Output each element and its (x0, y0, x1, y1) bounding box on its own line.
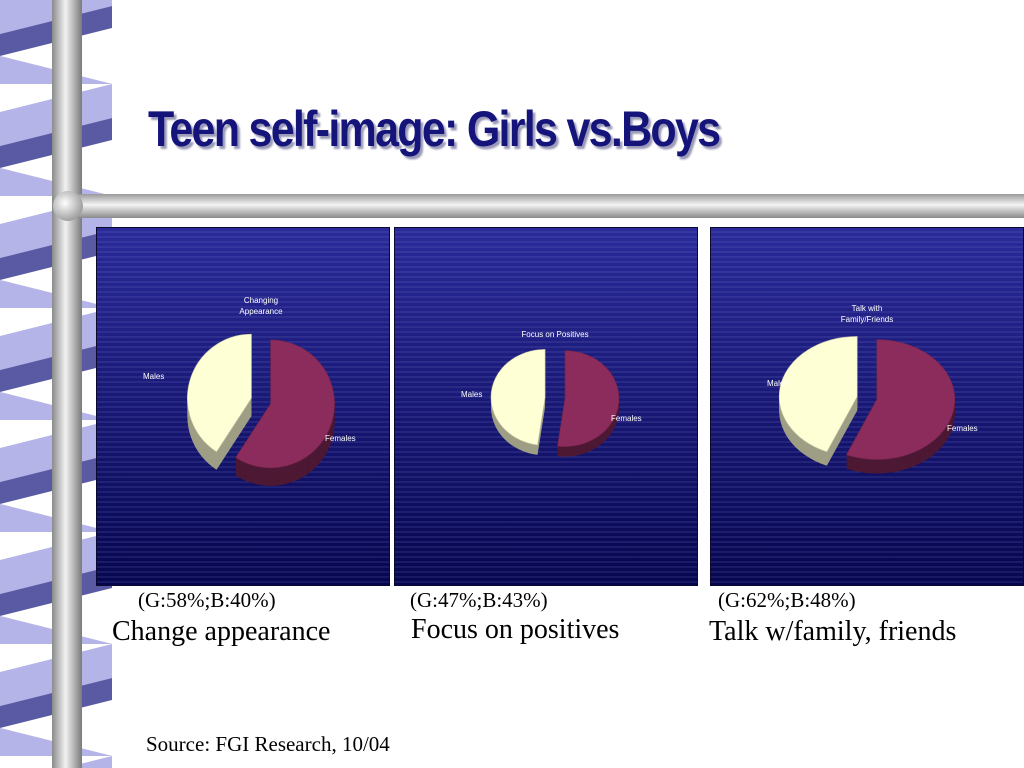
slice-label-females: Females (947, 424, 978, 433)
slice-label-females: Females (325, 434, 356, 443)
caption-focus-on-positives: Focus on positives (411, 614, 620, 645)
chart-title-line: Focus on Positives (521, 330, 588, 339)
slice-label-females: Females (611, 414, 642, 423)
slice-label-males: Males (143, 372, 164, 381)
chart-panel-talk-with-family: Talk with Family/Friends Females Males (710, 227, 1024, 586)
caption-changing-appearance: Change appearance (112, 616, 331, 647)
percent-text-changing-appearance: (G:58%;B:40%) (138, 588, 276, 612)
chart-title-line: Talk with (852, 304, 883, 313)
chart-title-line: Appearance (239, 307, 283, 316)
chart-title-line: Family/Friends (841, 315, 893, 324)
pie-slice-males (187, 333, 252, 453)
pie-slice-males (778, 336, 858, 453)
chart-panel-focus-on-positives: Focus on Positives Females Males (394, 227, 698, 586)
rule-knob (53, 191, 83, 221)
caption-talk-with-family: Talk w/family, friends (709, 616, 957, 647)
horizontal-rule (60, 194, 1024, 218)
slice-label-males: Males (767, 379, 788, 388)
slide-title: Teen self-image: Girls vs.Boys (148, 101, 721, 157)
vertical-pole (52, 0, 82, 768)
source-note: Source: FGI Research, 10/04 (146, 732, 390, 756)
pie-slice-females (235, 339, 335, 469)
chart-title-line: Changing (244, 296, 278, 305)
pie-chart-svg: Talk with Family/Friends Females Males (711, 228, 1023, 585)
slice-label-males: Males (461, 390, 482, 399)
chart-panel-changing-appearance: Changing Appearance Females Males (96, 227, 390, 586)
pie-slice-females (557, 350, 620, 447)
percent-text-focus-on-positives: (G:47%;B:43%) (410, 588, 548, 612)
percent-text-talk-with-family: (G:62%;B:48%) (718, 588, 856, 612)
pie-chart-svg: Focus on Positives Females Males (395, 228, 697, 585)
chart-background (395, 228, 697, 585)
chart-background (711, 228, 1023, 585)
pie-slice-males (490, 349, 546, 446)
pie-chart-svg: Changing Appearance Females Males (97, 228, 389, 585)
pie-slice-females (846, 339, 956, 460)
